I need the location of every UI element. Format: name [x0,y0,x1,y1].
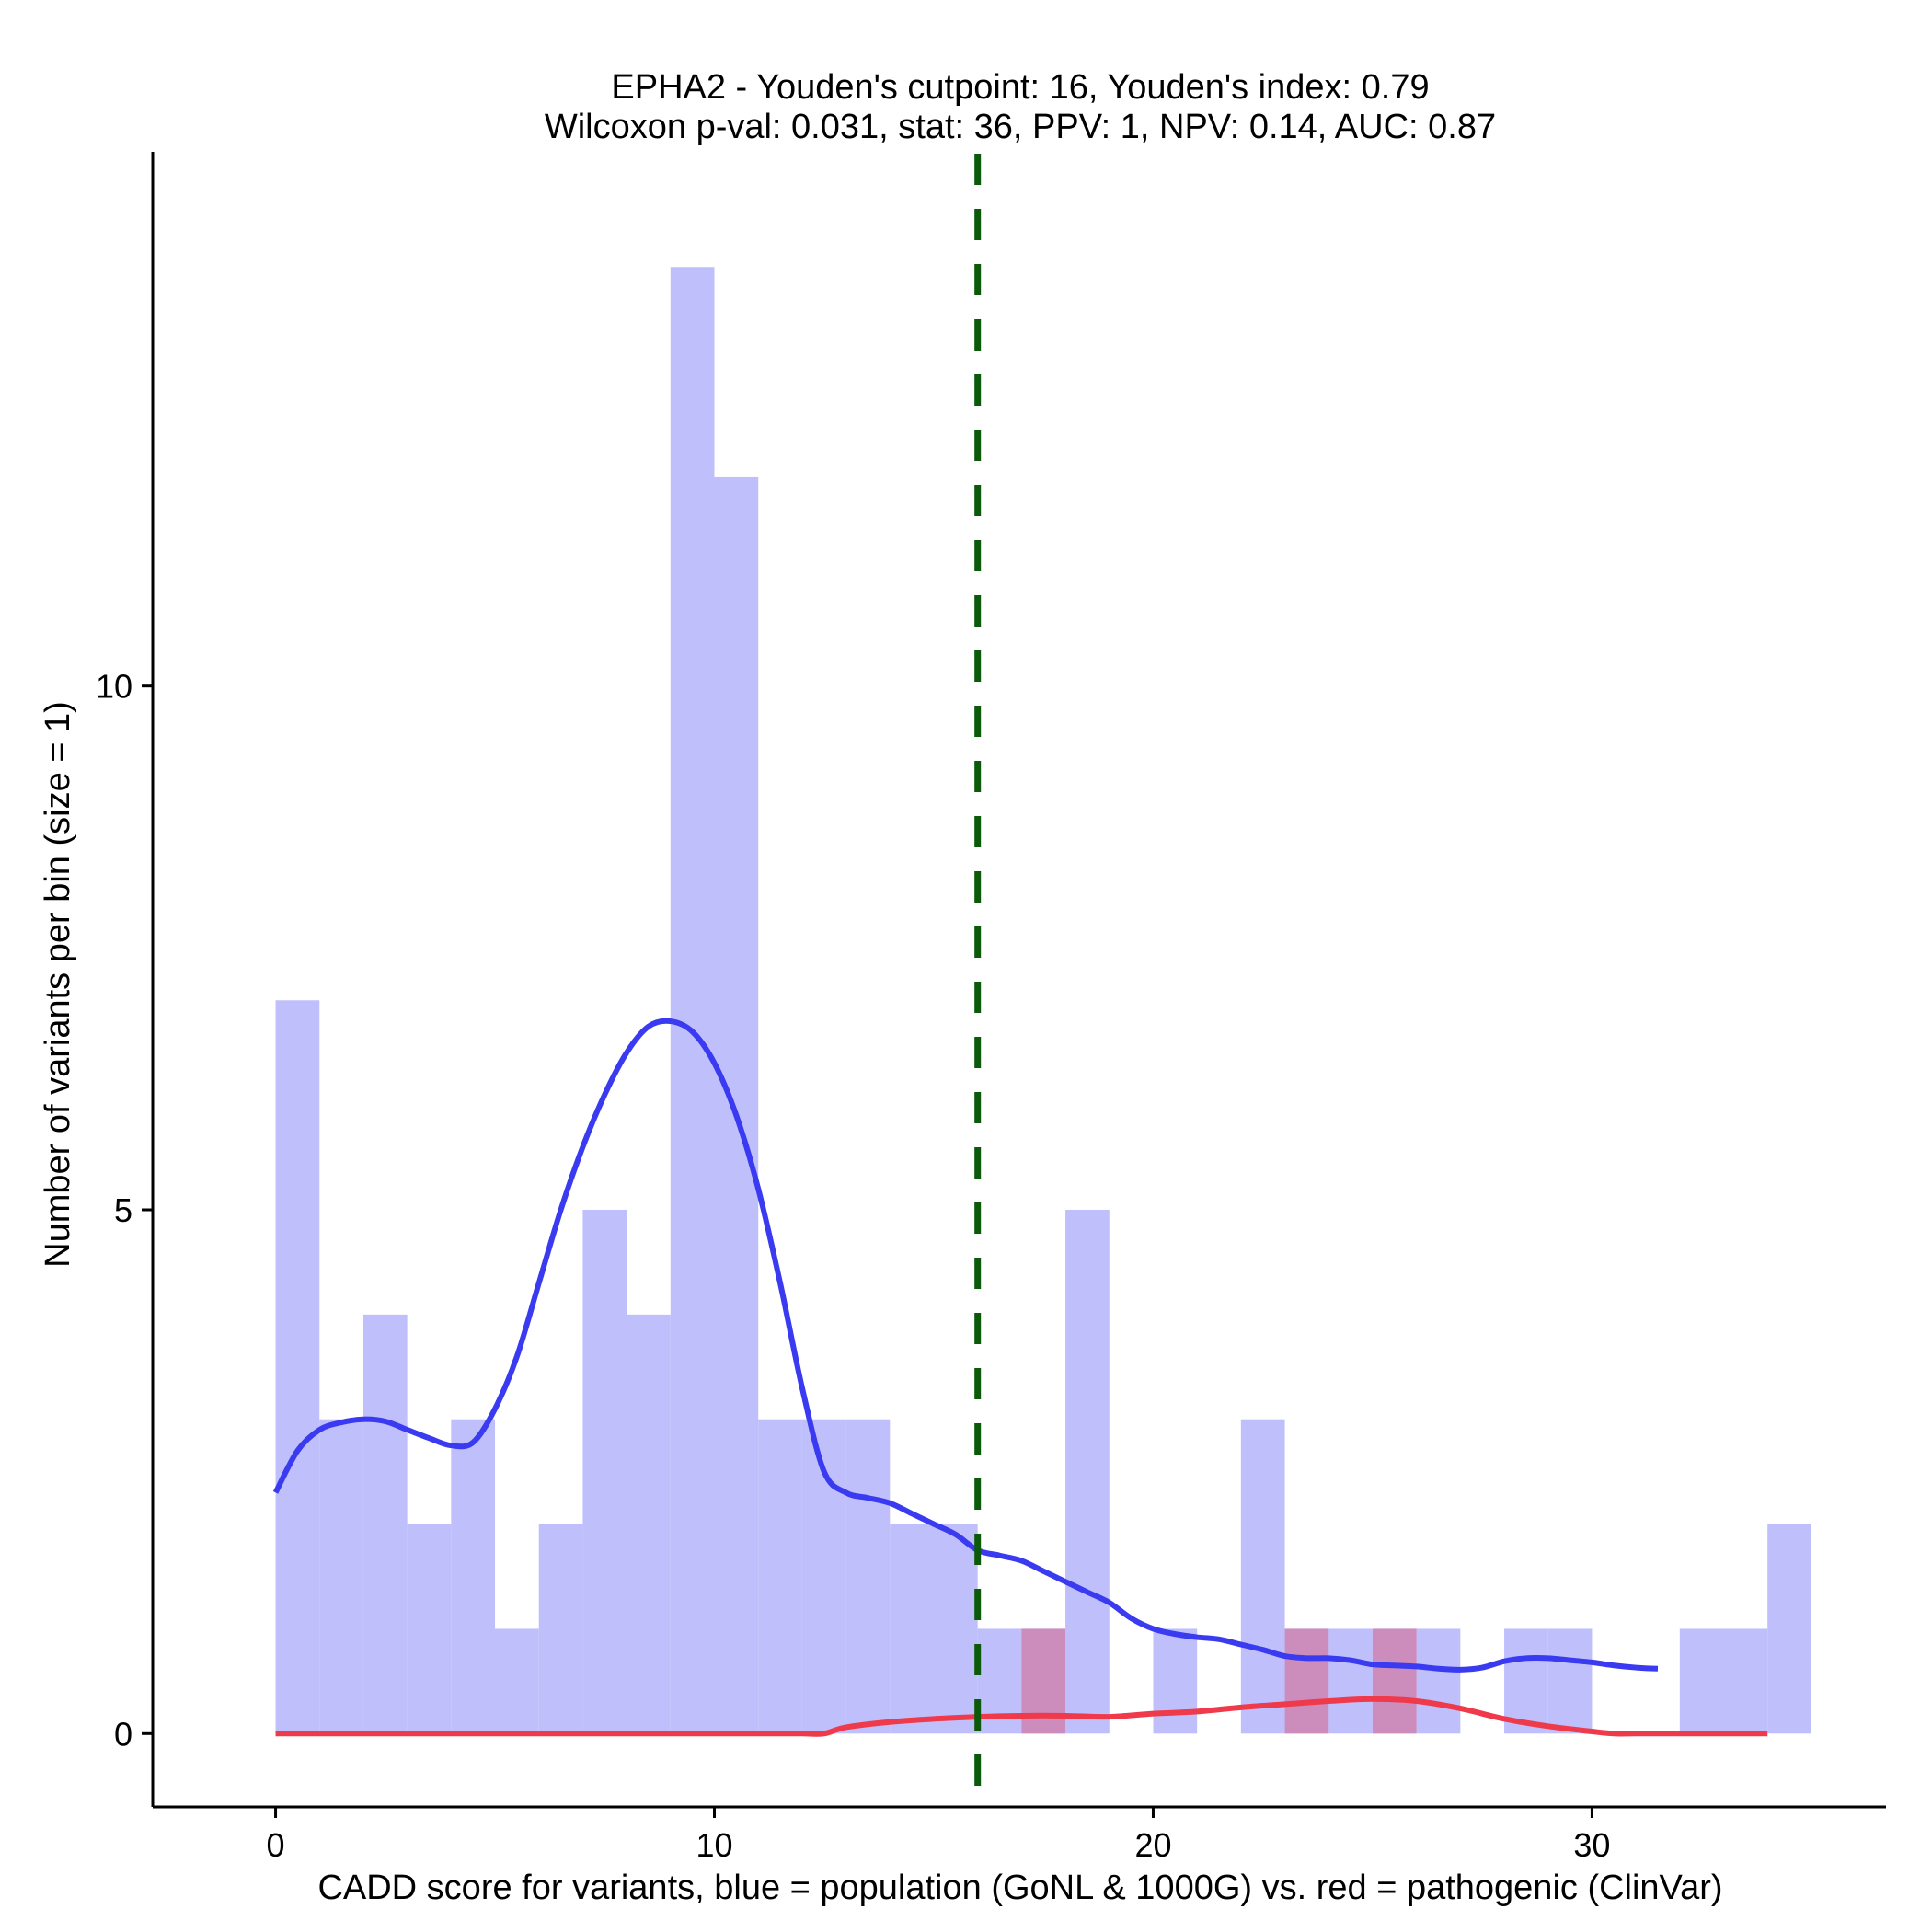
population-bar [319,1419,363,1734]
population-bar [714,476,759,1734]
population-bar [538,1524,583,1734]
y-axis-label: Number of variants per bin (size = 1) [39,701,77,1268]
x-tick-label: 30 [1573,1826,1610,1864]
pathogenic-density-line [275,1696,1768,1737]
population-bar [758,1419,802,1734]
y-tick-label: 10 [96,668,132,706]
x-tick-label: 10 [696,1826,732,1864]
x-tick-label: 20 [1134,1826,1171,1864]
pathogenic-bar [1372,1628,1417,1734]
y-tick-label: 0 [114,1715,132,1753]
population-bar [451,1419,496,1734]
pathogenic-bar [1284,1628,1329,1734]
population-bar [1767,1524,1811,1734]
x-axis-label: CADD score for variants, blue = populati… [317,1869,1722,1907]
population-bar [582,1209,627,1734]
population-bar [1679,1628,1724,1734]
population-bar [1328,1628,1373,1734]
population-bar [1723,1628,1768,1734]
x-tick-label: 0 [267,1826,285,1864]
population-bar [1065,1209,1110,1734]
population-density-line [272,1018,1659,1673]
population-bar [1547,1628,1593,1734]
population-bar [1240,1419,1285,1734]
population-bar [670,267,715,1734]
population-bars [275,267,1811,1734]
population-bar [933,1524,978,1734]
population-bar [890,1524,934,1734]
population-bar [1504,1628,1548,1734]
density-lines [272,1018,1768,1737]
population-bar [275,1000,320,1734]
chart-title: EPHA2 - Youden's cutpoint: 16, Youden's … [611,68,1429,107]
population-bar [495,1628,539,1734]
chart-subtitle: Wilcoxon p-val: 0.031, stat: 36, PPV: 1,… [545,108,1496,146]
y-tick-label: 5 [114,1191,132,1229]
population-bar [362,1314,408,1734]
population-bar [1153,1628,1198,1734]
population-bar [845,1419,891,1734]
population-bar [627,1314,671,1734]
population-bar [407,1524,452,1734]
axes: 0 10 20 30 0 5 10 [96,152,1886,1864]
population-bar [1416,1628,1461,1734]
pathogenic-bars [1021,1628,1417,1734]
